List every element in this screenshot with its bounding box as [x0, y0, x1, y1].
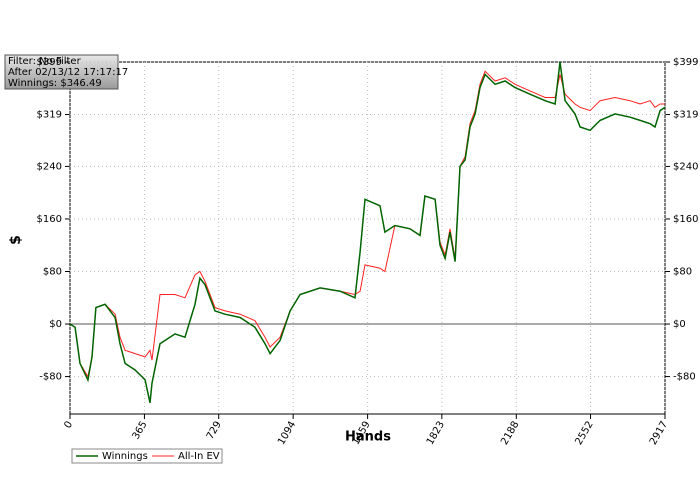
info-box: [4, 54, 119, 90]
y-tick-label: $80: [43, 266, 62, 277]
series-line: [70, 62, 665, 403]
legend-label: Winnings: [102, 451, 148, 462]
x-tick-label: 1823: [425, 420, 447, 448]
plot-lines: [70, 62, 665, 403]
y-tick-label: $160: [673, 214, 698, 225]
x-tick-label: 0: [62, 420, 75, 431]
x-tick-label: 2552: [573, 420, 595, 448]
x-tick-label: 729: [205, 420, 224, 442]
y-tick-label: $0: [673, 319, 686, 330]
y-tick-label: -$80: [39, 372, 62, 383]
y-tick-label: $399: [37, 57, 62, 68]
legend-label: All-In EV: [178, 451, 220, 462]
x-tick-label: 1094: [276, 420, 298, 448]
y-tick-label: $240: [673, 161, 698, 172]
info-line: After 02/13/12 17:17:17: [8, 67, 128, 78]
y-tick-label: $80: [673, 266, 692, 277]
info-line: Filter: No Filter: [8, 56, 82, 67]
info-line: Winnings: $346.49: [8, 78, 102, 89]
x-tick-label: 365: [131, 420, 150, 442]
x-tick-label: 2188: [499, 420, 521, 448]
y-tick-label: $160: [37, 214, 62, 225]
y-axis-label: $: [8, 235, 24, 245]
y-tick-label: $399: [673, 57, 698, 68]
y-tick-label: $0: [49, 319, 62, 330]
y-tick-label: $319: [673, 110, 698, 121]
y-tick-label: $319: [37, 110, 62, 121]
legend-box: [71, 448, 223, 464]
y-tick-label: $240: [37, 161, 62, 172]
y-tick-label: -$80: [673, 372, 696, 383]
x-tick-label: 2917: [648, 420, 670, 448]
x-axis-label: Hands: [345, 430, 391, 445]
